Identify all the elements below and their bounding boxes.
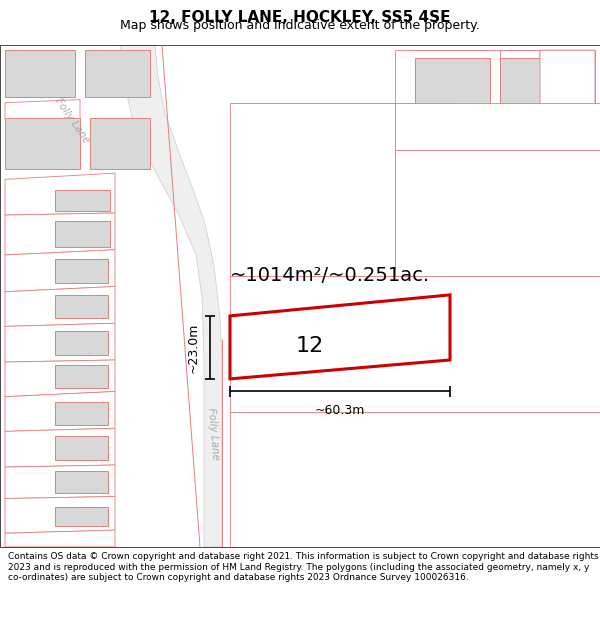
Text: Map shows position and indicative extent of the property.: Map shows position and indicative extent… xyxy=(120,19,480,31)
Polygon shape xyxy=(55,221,110,247)
Polygon shape xyxy=(540,465,595,502)
Polygon shape xyxy=(55,331,108,355)
Polygon shape xyxy=(230,276,600,412)
Polygon shape xyxy=(230,102,395,276)
Polygon shape xyxy=(5,50,75,98)
Polygon shape xyxy=(460,423,530,460)
Polygon shape xyxy=(540,145,590,192)
Polygon shape xyxy=(240,423,310,465)
Polygon shape xyxy=(500,50,595,150)
Polygon shape xyxy=(240,218,282,266)
Polygon shape xyxy=(395,102,600,150)
Polygon shape xyxy=(5,530,115,547)
Text: 12, FOLLY LANE, HOCKLEY, SS5 4SE: 12, FOLLY LANE, HOCKLEY, SS5 4SE xyxy=(149,10,451,25)
Polygon shape xyxy=(500,50,590,92)
Polygon shape xyxy=(310,481,380,512)
Text: Folly Lane: Folly Lane xyxy=(53,96,91,145)
Polygon shape xyxy=(5,99,80,119)
Polygon shape xyxy=(500,110,570,138)
Text: Folly Lane: Folly Lane xyxy=(206,407,220,460)
Polygon shape xyxy=(55,402,108,425)
Polygon shape xyxy=(395,50,500,145)
Polygon shape xyxy=(300,102,380,161)
Polygon shape xyxy=(55,507,108,526)
Text: 12: 12 xyxy=(296,336,324,356)
Polygon shape xyxy=(460,470,530,502)
Polygon shape xyxy=(540,150,595,208)
Polygon shape xyxy=(55,259,108,283)
Polygon shape xyxy=(5,465,115,499)
Polygon shape xyxy=(240,169,282,211)
Polygon shape xyxy=(395,150,600,276)
Polygon shape xyxy=(540,50,595,150)
Polygon shape xyxy=(390,423,450,454)
Polygon shape xyxy=(55,471,108,493)
Polygon shape xyxy=(230,412,600,547)
Polygon shape xyxy=(5,286,115,326)
Text: ~23.0m: ~23.0m xyxy=(187,322,200,372)
Polygon shape xyxy=(55,365,108,388)
Text: Contains OS data © Crown copyright and database right 2021. This information is : Contains OS data © Crown copyright and d… xyxy=(8,552,598,582)
Polygon shape xyxy=(55,436,108,460)
Polygon shape xyxy=(340,171,410,218)
Polygon shape xyxy=(5,360,115,397)
Polygon shape xyxy=(320,102,390,134)
Polygon shape xyxy=(230,295,450,379)
Polygon shape xyxy=(500,58,585,102)
Polygon shape xyxy=(5,181,60,215)
Polygon shape xyxy=(240,522,300,547)
Polygon shape xyxy=(5,226,55,255)
Polygon shape xyxy=(490,218,560,255)
Polygon shape xyxy=(235,102,310,155)
Polygon shape xyxy=(5,173,115,215)
Polygon shape xyxy=(5,496,115,533)
Polygon shape xyxy=(5,428,115,467)
Polygon shape xyxy=(390,102,455,134)
Polygon shape xyxy=(120,45,222,547)
Polygon shape xyxy=(410,50,490,108)
Text: ~60.3m: ~60.3m xyxy=(315,404,365,417)
Polygon shape xyxy=(240,102,310,161)
Polygon shape xyxy=(415,58,490,106)
Polygon shape xyxy=(5,119,80,169)
Polygon shape xyxy=(90,119,150,169)
Polygon shape xyxy=(540,418,595,454)
Polygon shape xyxy=(500,102,570,134)
Polygon shape xyxy=(55,190,110,211)
Polygon shape xyxy=(490,171,560,208)
Polygon shape xyxy=(5,391,115,431)
Polygon shape xyxy=(310,423,380,470)
Polygon shape xyxy=(5,323,115,362)
Polygon shape xyxy=(5,250,115,292)
Polygon shape xyxy=(540,50,595,171)
Polygon shape xyxy=(85,50,150,98)
Polygon shape xyxy=(530,295,590,326)
Polygon shape xyxy=(455,297,520,329)
Text: ~1014m²/~0.251ac.: ~1014m²/~0.251ac. xyxy=(230,266,430,286)
Polygon shape xyxy=(420,229,480,268)
Polygon shape xyxy=(55,295,108,318)
Polygon shape xyxy=(420,181,480,218)
Polygon shape xyxy=(5,213,115,255)
Polygon shape xyxy=(350,226,410,266)
Polygon shape xyxy=(240,473,310,512)
Polygon shape xyxy=(390,463,450,496)
